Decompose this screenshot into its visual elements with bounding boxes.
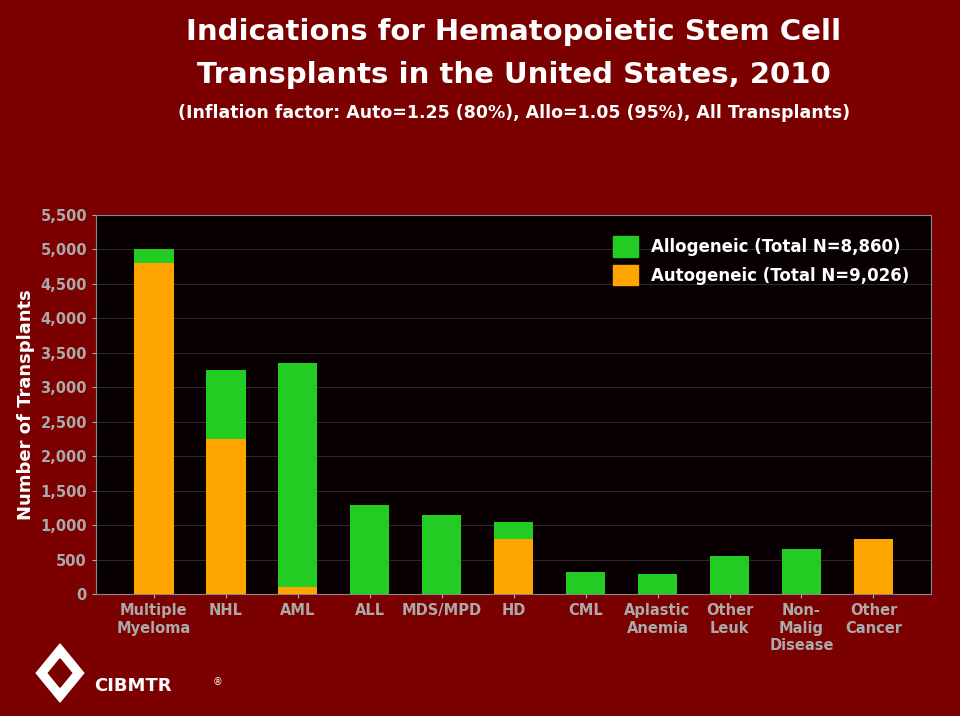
Bar: [709, 556, 750, 594]
Bar: [349, 505, 390, 594]
Legend: Allogeneic (Total N=8,860), Autogeneic (Total N=9,026): Allogeneic (Total N=8,860), Autogeneic (…: [600, 223, 923, 299]
Text: ®: ®: [213, 677, 223, 687]
Bar: [134, 249, 174, 263]
Bar: [493, 522, 534, 539]
Bar: [277, 587, 318, 594]
Polygon shape: [36, 644, 84, 702]
Bar: [493, 539, 534, 594]
Bar: [277, 363, 318, 587]
Bar: [853, 539, 893, 594]
Polygon shape: [48, 659, 72, 687]
Bar: [206, 370, 246, 439]
Text: Transplants in the United States, 2010: Transplants in the United States, 2010: [197, 61, 830, 89]
Text: (Inflation factor: Auto=1.25 (80%), Allo=1.05 (95%), All Transplants): (Inflation factor: Auto=1.25 (80%), Allo…: [178, 104, 850, 122]
Bar: [134, 263, 174, 594]
Text: CIBMTR: CIBMTR: [94, 677, 172, 695]
Bar: [637, 574, 678, 594]
Bar: [421, 515, 462, 594]
Bar: [781, 549, 821, 594]
Text: Indications for Hematopoietic Stem Cell: Indications for Hematopoietic Stem Cell: [186, 18, 841, 46]
Bar: [565, 572, 606, 594]
Bar: [206, 439, 246, 594]
Y-axis label: Number of Transplants: Number of Transplants: [16, 289, 35, 520]
